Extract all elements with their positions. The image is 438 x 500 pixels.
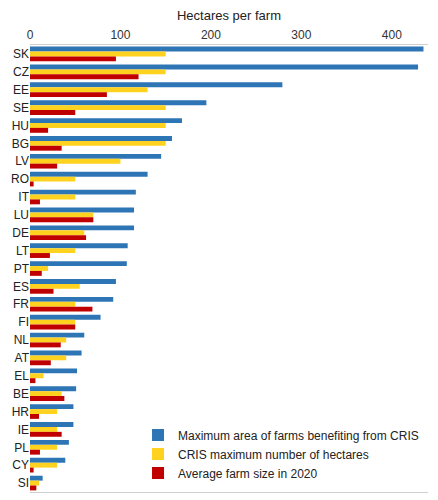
svg-text:HR: HR [12,405,30,419]
svg-text:LT: LT [16,244,30,258]
svg-text:LV: LV [15,154,29,168]
svg-text:BE: BE [13,387,29,401]
svg-text:BG: BG [12,137,29,151]
svg-text:IT: IT [18,190,29,204]
svg-text:300: 300 [291,28,311,42]
svg-text:CY: CY [12,458,29,472]
svg-text:IE: IE [18,423,29,437]
svg-text:SK: SK [13,47,29,61]
svg-text:CZ: CZ [13,65,29,79]
svg-text:RO: RO [11,172,29,186]
svg-text:EE: EE [13,83,29,97]
svg-text:ES: ES [13,280,29,294]
svg-text:200: 200 [201,28,221,42]
svg-text:AT: AT [15,351,30,365]
svg-text:HU: HU [12,119,29,133]
svg-text:NL: NL [14,333,30,347]
svg-text:DE: DE [12,226,29,240]
svg-text:Maximum area of farms benefiti: Maximum area of farms benefiting from CR… [178,429,419,443]
svg-text:PT: PT [14,262,30,276]
svg-text:FR: FR [13,297,29,311]
svg-text:FI: FI [18,315,29,329]
svg-text:Average farm size in 2020: Average farm size in 2020 [178,467,318,481]
svg-text:SI: SI [18,476,29,490]
svg-text:400: 400 [382,28,402,42]
svg-text:Hectares per farm: Hectares per farm [177,8,281,23]
svg-text:EL: EL [14,369,29,383]
svg-text:100: 100 [110,28,130,42]
svg-text:CRIS maximum number of hectare: CRIS maximum number of hectares [178,448,369,462]
svg-text:SE: SE [13,101,29,115]
svg-text:0: 0 [27,28,34,42]
svg-text:PL: PL [14,441,29,455]
svg-text:LU: LU [14,208,29,222]
